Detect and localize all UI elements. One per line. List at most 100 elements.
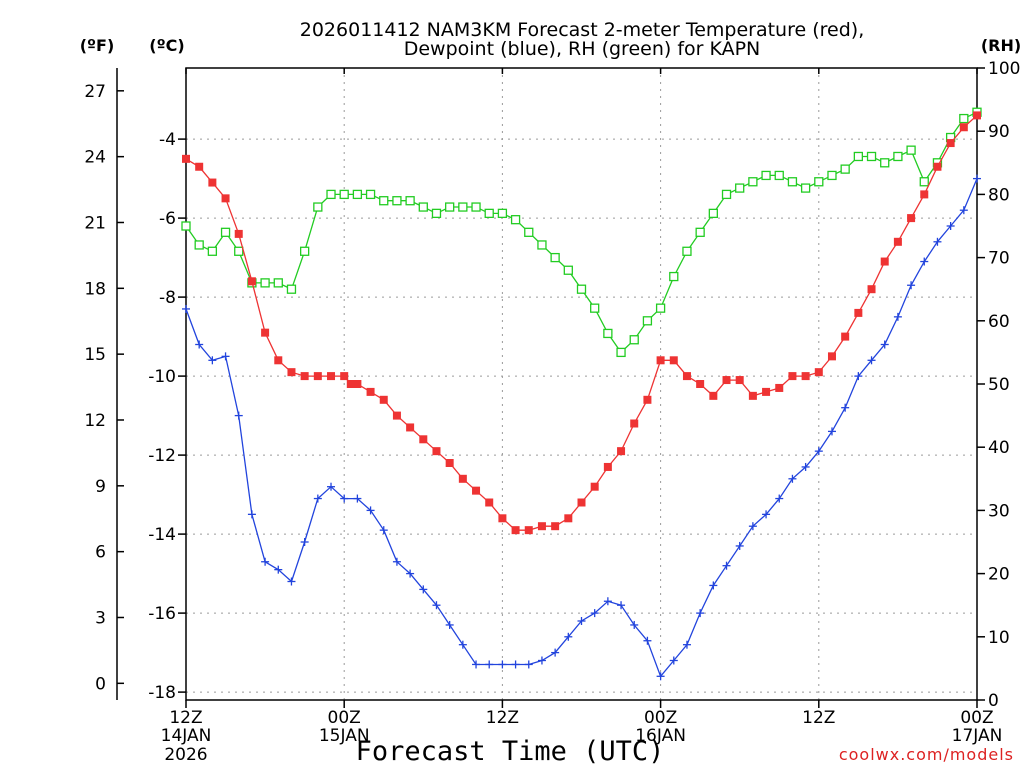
rh-point — [352, 189, 363, 200]
dewpoint-point — [590, 609, 599, 618]
rh-unit-label: (RH) — [981, 36, 1021, 55]
rh-point — [800, 183, 811, 193]
rh-point — [537, 240, 547, 250]
dewpoint-point — [379, 526, 388, 535]
dewpoint-point — [498, 660, 507, 669]
rh-tick-label: 60 — [988, 312, 1010, 332]
dewpoint-point — [419, 585, 428, 594]
rh-point — [418, 202, 428, 212]
x-axis-title: Forecast Time (UTC) — [356, 736, 665, 767]
plot-frame — [185, 67, 978, 701]
rh-point — [748, 177, 758, 187]
temperature-point — [182, 154, 190, 163]
temperature-point — [551, 522, 560, 531]
rh-point — [458, 202, 468, 212]
dewpoint-point — [247, 510, 256, 519]
rh-point — [853, 151, 863, 162]
rh-point — [669, 271, 679, 282]
rh-tick-label: 0 — [988, 691, 999, 711]
celsius-tick-label: -10 — [148, 367, 176, 387]
rh-point — [735, 183, 745, 193]
x-tick-label: 15JAN — [319, 726, 370, 746]
temperature-point — [511, 526, 520, 535]
temperature-point — [854, 308, 863, 317]
temperature-point — [419, 435, 428, 444]
rh-point — [866, 151, 877, 162]
dewpoint-point — [287, 577, 296, 586]
temperature-point — [287, 368, 296, 377]
rh-point — [326, 189, 336, 200]
rh-point — [616, 347, 626, 358]
dewpoint-point — [551, 648, 560, 657]
fahrenheit-tick-label: 0 — [95, 674, 106, 694]
dewpoint-point — [313, 494, 322, 503]
rh-point — [497, 208, 508, 219]
temperature-point — [603, 462, 612, 471]
x-tick-label: 00Z — [960, 708, 993, 728]
rh-point — [286, 284, 297, 294]
temperature-point — [195, 162, 204, 171]
rh-tick-label: 30 — [988, 501, 1010, 521]
rh-point — [576, 284, 587, 294]
rh-tick-label: 40 — [988, 438, 1010, 458]
temperature-point — [261, 328, 270, 337]
dewpoint-point — [261, 557, 270, 566]
rh-point — [431, 208, 442, 219]
rh-tick-label: 80 — [988, 185, 1010, 205]
celsius-tick-label: -6 — [159, 209, 176, 229]
fahrenheit-tick-label: 9 — [95, 477, 106, 497]
temperature-line — [185, 114, 978, 531]
temperature-point — [907, 214, 916, 223]
dewpoint-point — [907, 281, 916, 290]
dewpoint-point — [300, 538, 309, 546]
dewpoint-point — [946, 222, 955, 230]
temperature-point — [814, 368, 823, 377]
fahrenheit-tick-label: 6 — [95, 543, 106, 563]
x-tick-label: 12Z — [802, 708, 835, 728]
rh-point — [471, 202, 481, 212]
rh-point — [207, 246, 218, 256]
rh-point — [524, 227, 534, 237]
temperature-point — [346, 380, 355, 388]
dewpoint-point — [234, 411, 243, 420]
dewpoint-point — [656, 672, 665, 681]
temperature-point — [208, 178, 217, 187]
temperature-point — [630, 419, 639, 428]
temperature-point — [537, 522, 546, 531]
dewpoint-point — [696, 609, 705, 618]
celsius-tick-label: -18 — [148, 683, 176, 703]
dewpoint-point — [801, 462, 810, 471]
dewpoint-point — [735, 541, 744, 550]
dewpoint-point — [274, 565, 283, 574]
temperature-point — [221, 194, 230, 203]
dewpoint-point — [537, 656, 546, 665]
fahrenheit-tick-label: 12 — [84, 411, 106, 431]
celsius-tick-label: -8 — [159, 288, 176, 308]
temperature-point — [300, 372, 309, 381]
x-tick-label: 12Z — [486, 708, 519, 728]
rh-point — [880, 158, 890, 168]
x-tick-label: 14JAN — [161, 726, 212, 746]
temperature-point — [379, 395, 388, 404]
temperature-point — [445, 459, 454, 467]
dewpoint-point — [472, 660, 481, 669]
rh-point — [181, 221, 191, 231]
dewpoint-point — [577, 617, 586, 625]
rh-point — [774, 170, 784, 181]
rh-point — [379, 196, 389, 206]
temperature-point — [485, 498, 494, 507]
dewpoint-point — [208, 356, 217, 365]
dewpoint-point — [524, 660, 533, 669]
temperature-point — [709, 391, 718, 400]
temperature-point — [669, 356, 678, 365]
celsius-tick-label: -14 — [148, 525, 176, 545]
rh-point — [194, 240, 204, 250]
rh-point — [273, 278, 283, 288]
rh-point — [629, 335, 639, 345]
dewpoint-point — [854, 372, 863, 381]
dewpoint-point — [920, 257, 929, 266]
rh-point — [260, 278, 270, 288]
celsius-unit-label: (ºC) — [149, 36, 184, 55]
dewpoint-point — [432, 601, 441, 610]
